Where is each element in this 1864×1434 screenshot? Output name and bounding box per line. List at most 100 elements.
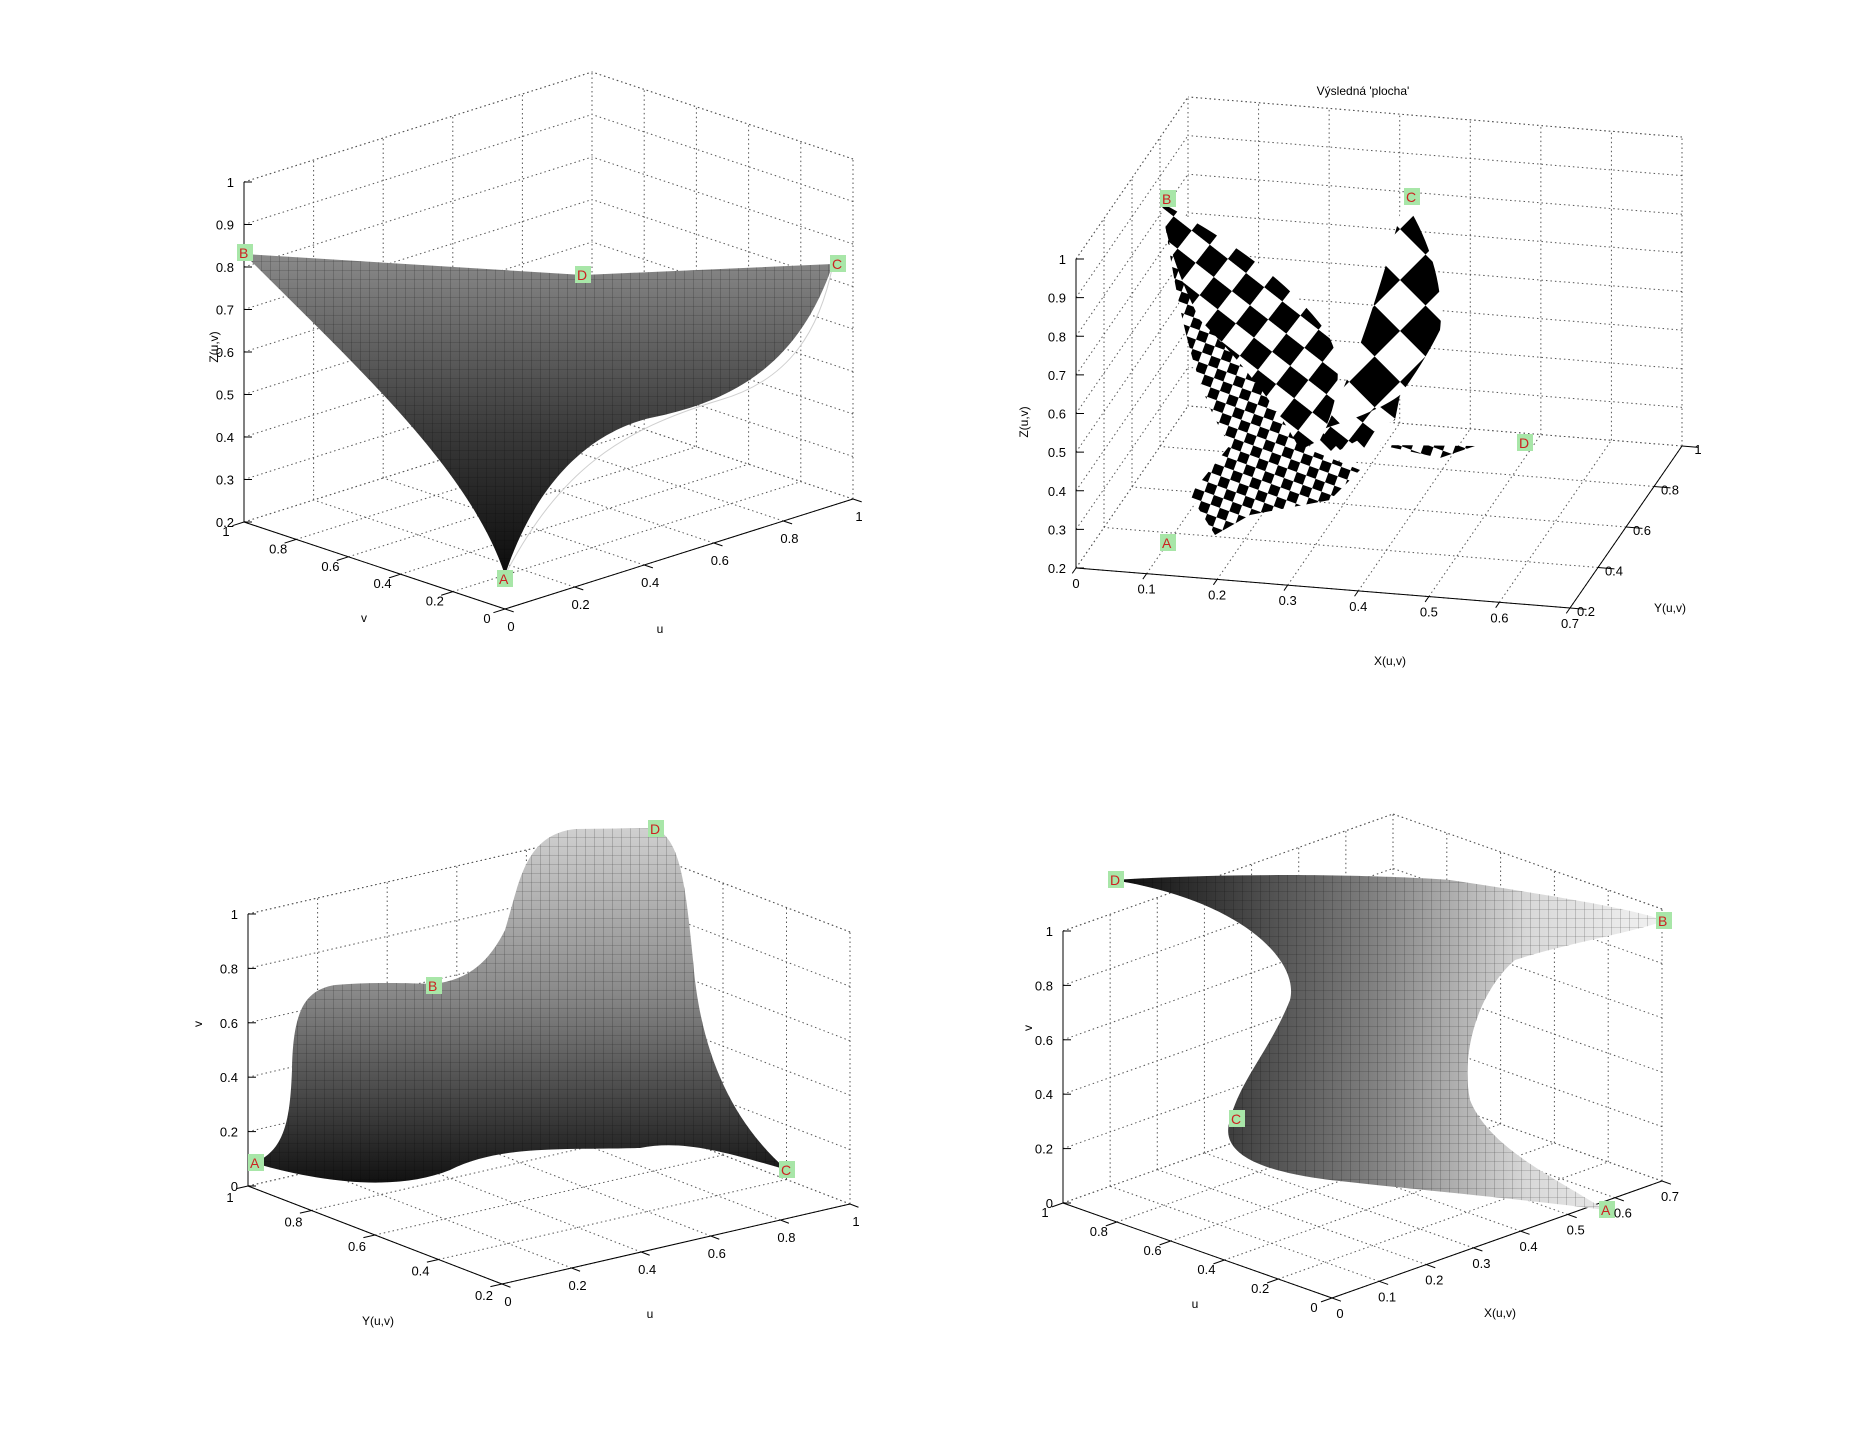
- wall-grid-line: [595, 1105, 851, 1205]
- y-tick-label: 0: [483, 611, 490, 626]
- surface-p3: [254, 828, 787, 1183]
- y-tick-label: 0.8: [269, 541, 287, 556]
- y-tick-label: 0.2: [426, 594, 444, 609]
- y-tick-label: 1: [226, 1190, 233, 1205]
- wall-grid-line: [1075, 212, 1189, 376]
- corner-point-marker-c: C: [1229, 1110, 1245, 1127]
- wall-grid-line: [1187, 173, 1683, 215]
- y-tick-mark: [1597, 567, 1615, 570]
- wall-grid-line: [595, 942, 851, 1042]
- floor-grid-line: [374, 1154, 724, 1236]
- floor-grid-line: [1103, 527, 1599, 568]
- x-tick-label: 0.2: [569, 1278, 587, 1293]
- x-tick-label: 0.4: [641, 575, 659, 590]
- x-tick-label: 0: [504, 1294, 511, 1309]
- x-tick-label: 0.2: [1208, 587, 1226, 602]
- corner-point-marker-icon: [1599, 1201, 1615, 1218]
- corner-point-marker-b: B: [237, 244, 253, 261]
- z-tick-label: 1: [227, 175, 234, 190]
- x-tick-mark: [852, 498, 862, 503]
- corner-point-marker-a: A: [1160, 534, 1176, 551]
- wall-grid-line: [243, 156, 593, 268]
- y-tick-label: 0.4: [1605, 564, 1623, 579]
- floor-grid-line: [452, 455, 714, 544]
- corner-point-marker-icon: [1517, 434, 1533, 451]
- wall-grid-line: [243, 114, 593, 225]
- y-tick-mark: [1159, 1240, 1171, 1246]
- corner-point-marker-icon: [426, 977, 442, 994]
- corner-point-label: A: [250, 1155, 260, 1171]
- x-tick-mark: [504, 608, 514, 613]
- x-axis-label: X(u,v): [1374, 654, 1406, 668]
- x-tick-label: 0.1: [1138, 582, 1156, 597]
- z-tick-label: 0.2: [220, 1125, 238, 1140]
- corner-point-label: C: [1231, 1111, 1241, 1127]
- x-tick-label: 0.3: [1279, 593, 1297, 608]
- corner-point-marker-d: D: [1517, 434, 1533, 451]
- wall-grid-line: [1187, 405, 1683, 447]
- y-tick-mark: [363, 1234, 376, 1239]
- x-tick-label: 0.8: [777, 1230, 795, 1245]
- y-tick-mark: [299, 1210, 312, 1214]
- floor-grid-line: [1131, 486, 1627, 528]
- x-tick-mark: [1331, 1297, 1342, 1302]
- box-edge: [243, 71, 593, 183]
- corner-point-marker-icon: [830, 255, 846, 272]
- z-tick-label: 0.9: [1048, 291, 1066, 306]
- y-axis-label: u: [1192, 1297, 1199, 1311]
- chart-title: Výsledná 'plocha': [1317, 84, 1410, 98]
- floor-grid-line: [400, 463, 749, 575]
- corner-point-marker-d: D: [1108, 871, 1124, 888]
- y-tick-mark: [232, 521, 245, 527]
- corner-point-marker-a: A: [248, 1154, 264, 1171]
- box-edge: [595, 833, 851, 933]
- x-tick-mark: [1378, 1280, 1389, 1285]
- z-axis-label: Z(u,v): [207, 331, 221, 362]
- z-tick-label: 0: [231, 1179, 238, 1194]
- wall-grid-line: [1187, 366, 1683, 408]
- y-tick-mark: [388, 573, 401, 579]
- x-tick-mark: [1354, 590, 1359, 597]
- floor-grid-line: [438, 1179, 787, 1260]
- x-tick-mark: [1071, 567, 1077, 574]
- box-edge: [1075, 96, 1189, 260]
- z-tick-label: 0.8: [1048, 329, 1066, 344]
- z-tick-label: 0.3: [216, 473, 234, 488]
- wall-grid-line: [1187, 135, 1683, 177]
- z-tick-label: 0.6: [1035, 1033, 1053, 1048]
- x-tick-label: 0.5: [1567, 1222, 1585, 1237]
- z-tick-label: 0.8: [216, 260, 234, 275]
- z-tick-label: 0.9: [216, 218, 234, 233]
- x-axis-line: [504, 498, 854, 610]
- corner-point-label: B: [1162, 191, 1171, 207]
- corner-point-marker-icon: [1404, 188, 1420, 205]
- wall-grid-line: [1075, 251, 1189, 414]
- corner-point-marker-c: C: [779, 1161, 795, 1178]
- y-tick-label: 1: [1694, 442, 1701, 457]
- x-tick-mark: [1614, 1197, 1624, 1202]
- z-tick-label: 0.8: [220, 961, 238, 976]
- x-tick-label: 0.3: [1472, 1256, 1490, 1271]
- x-tick-mark: [641, 1251, 650, 1256]
- y-tick-mark: [1625, 526, 1643, 529]
- floor-grid-line: [317, 1169, 572, 1269]
- x-tick-label: 0.4: [638, 1262, 656, 1277]
- x-tick-label: 0.2: [1425, 1273, 1443, 1288]
- y-axis-label: v: [361, 611, 367, 625]
- corner-point-marker-icon: [648, 820, 664, 837]
- corner-point-marker-icon: [497, 570, 513, 587]
- y-tick-label: 0.4: [374, 576, 392, 591]
- y-tick-label: 0.2: [475, 1288, 493, 1303]
- x-tick-mark: [644, 564, 654, 569]
- corner-point-label: C: [832, 256, 842, 272]
- x-tick-mark: [1473, 1247, 1483, 1252]
- corner-point-marker-icon: [1160, 190, 1176, 207]
- corner-point-marker-b: B: [1160, 190, 1176, 207]
- y-axis-label: Y(u,v): [1654, 601, 1686, 615]
- y-tick-label: 0.8: [1661, 483, 1679, 498]
- floor-grid-line: [387, 1153, 642, 1253]
- y-tick-mark: [1320, 1297, 1333, 1303]
- floor-grid-line: [456, 1137, 711, 1237]
- corner-point-marker-d: D: [648, 820, 664, 837]
